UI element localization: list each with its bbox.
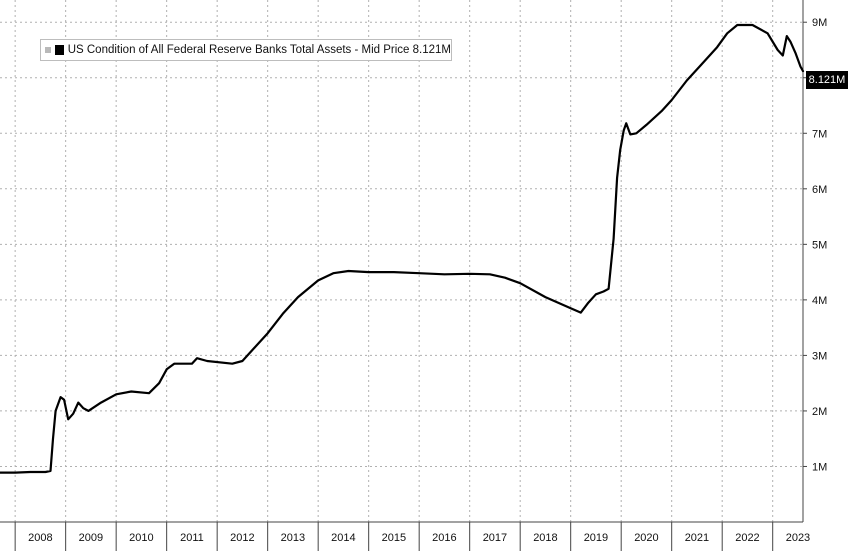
x-tick-label: 2018 bbox=[533, 532, 557, 544]
legend-toggle-icon bbox=[45, 47, 51, 53]
x-tick-label: 2014 bbox=[331, 532, 355, 544]
x-tick-label: 2012 bbox=[230, 532, 254, 544]
x-tick-label: 2013 bbox=[281, 532, 305, 544]
y-tick-label: 2M bbox=[812, 406, 827, 418]
y-tick-label: 7M bbox=[812, 128, 827, 140]
x-tick-label: 2017 bbox=[483, 532, 507, 544]
y-tick-label: 4M bbox=[812, 295, 827, 307]
tick-labels: 2008 2009 2010 2011 2012 2013 2014 2015 2016 2017… bbox=[28, 17, 827, 544]
x-tick-label: 2015 bbox=[382, 532, 406, 544]
series-line-0 bbox=[0, 23, 805, 474]
x-tick-label: 2022 bbox=[735, 532, 759, 544]
y-tick-label: 1M bbox=[812, 461, 827, 473]
series-layer bbox=[0, 23, 805, 474]
x-tick-label: 2011 bbox=[180, 532, 204, 544]
y-tick-label: 9M bbox=[812, 17, 827, 29]
x-tick-label: 2010 bbox=[129, 532, 153, 544]
last-value-tag: 8.121M bbox=[806, 71, 848, 89]
x-tick-label: 2020 bbox=[634, 532, 658, 544]
axes bbox=[0, 0, 807, 551]
legend-label: US Condition of All Federal Reserve Bank… bbox=[67, 44, 451, 56]
x-tick-label: 2008 bbox=[28, 532, 52, 544]
x-tick-label: 2016 bbox=[432, 532, 456, 544]
y-tick-label: 5M bbox=[812, 239, 827, 251]
y-tick-label: 3M bbox=[812, 350, 827, 362]
x-tick-label: 2009 bbox=[79, 532, 103, 544]
gridlines bbox=[0, 0, 803, 522]
x-tick-label: 2023 bbox=[786, 532, 810, 544]
y-tick-label: 6M bbox=[812, 184, 827, 196]
x-tick-label: 2021 bbox=[685, 532, 709, 544]
x-tick-label: 2019 bbox=[584, 532, 608, 544]
legend: US Condition of All Federal Reserve Bank… bbox=[40, 39, 452, 61]
legend-swatch bbox=[54, 45, 64, 55]
